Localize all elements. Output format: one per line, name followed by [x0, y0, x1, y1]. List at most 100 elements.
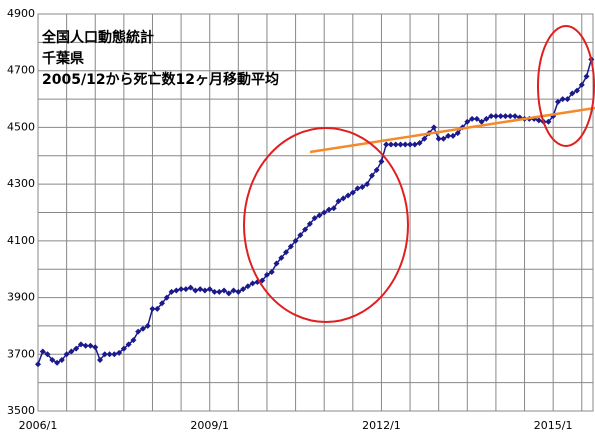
point-marker — [73, 345, 80, 352]
x-tick-label: 2009/1 — [190, 419, 229, 432]
point-marker — [225, 290, 232, 297]
point-marker — [535, 117, 542, 124]
point-marker — [330, 205, 337, 212]
point-marker — [464, 118, 471, 125]
point-marker — [221, 287, 228, 294]
point-marker — [306, 220, 313, 227]
chart-title: 2005/12から死亡数12ヶ月移動平均 — [42, 71, 279, 88]
y-tick-label: 4300 — [7, 177, 35, 190]
point-marker — [359, 183, 366, 190]
point-marker — [77, 341, 84, 348]
point-marker — [163, 294, 170, 301]
point-marker — [278, 254, 285, 261]
point-marker — [430, 124, 437, 131]
point-marker — [473, 115, 480, 122]
point-marker — [435, 135, 442, 142]
point-marker — [244, 283, 251, 290]
point-marker — [139, 325, 146, 332]
point-marker — [469, 115, 476, 122]
point-marker — [230, 287, 237, 294]
point-marker — [397, 141, 404, 148]
point-marker — [287, 243, 294, 250]
point-marker — [292, 237, 299, 244]
point-marker — [263, 271, 270, 278]
point-marker — [440, 135, 447, 142]
point-marker — [564, 96, 571, 103]
point-marker — [492, 113, 499, 120]
point-marker — [120, 345, 127, 352]
point-marker — [187, 284, 194, 291]
point-marker — [373, 166, 380, 173]
point-marker — [82, 342, 89, 349]
point-marker — [173, 287, 180, 294]
point-marker — [574, 87, 581, 94]
point-marker — [335, 198, 342, 205]
point-marker — [63, 351, 70, 358]
point-marker — [97, 356, 104, 363]
highlight-ellipse — [243, 127, 409, 323]
point-marker — [39, 348, 46, 355]
point-marker — [106, 351, 113, 358]
point-marker — [316, 212, 323, 219]
point-marker — [58, 356, 65, 363]
point-marker — [149, 305, 156, 312]
chart-title: 全国人口動態統計 — [41, 29, 154, 46]
point-marker — [392, 141, 399, 148]
point-marker — [421, 135, 428, 142]
point-marker — [454, 130, 461, 137]
point-marker — [311, 215, 318, 222]
point-marker — [68, 348, 75, 355]
point-marker — [497, 113, 504, 120]
point-marker — [512, 113, 518, 120]
point-marker — [578, 81, 585, 88]
point-marker — [445, 132, 452, 139]
point-marker — [354, 185, 361, 192]
point-marker — [283, 249, 290, 256]
point-marker — [178, 286, 185, 293]
point-marker — [407, 141, 414, 148]
point-marker — [206, 286, 213, 293]
point-marker — [345, 192, 352, 199]
point-marker — [507, 113, 514, 120]
point-marker — [349, 189, 356, 196]
point-marker — [154, 305, 161, 312]
point-marker — [449, 132, 456, 139]
point-marker — [44, 351, 51, 358]
point-marker — [273, 260, 280, 267]
point-marker — [130, 337, 137, 344]
point-marker — [240, 286, 247, 293]
chart-title: 千葉県 — [42, 50, 84, 67]
point-marker — [368, 172, 375, 179]
point-marker — [211, 288, 218, 295]
point-marker — [411, 141, 418, 148]
point-marker — [116, 349, 123, 356]
marks — [35, 56, 595, 368]
trend-line — [309, 106, 595, 154]
point-marker — [144, 322, 151, 329]
highlight-ellipse — [537, 25, 595, 147]
point-marker — [35, 361, 41, 368]
point-marker — [302, 226, 309, 233]
point-marker — [87, 342, 94, 349]
grid — [38, 13, 593, 412]
y-tick-label: 4500 — [7, 120, 35, 133]
point-marker — [111, 351, 118, 358]
point-marker — [249, 280, 256, 287]
x-tick-label: 2015/1 — [534, 419, 573, 432]
point-marker — [135, 328, 142, 335]
point-marker — [416, 140, 423, 147]
point-marker — [297, 232, 304, 239]
point-marker — [559, 96, 566, 103]
point-marker — [483, 115, 490, 122]
y-tick-label: 3500 — [7, 404, 35, 417]
point-marker — [378, 158, 385, 165]
point-marker — [216, 288, 223, 295]
point-marker — [321, 209, 328, 216]
point-marker — [488, 113, 495, 120]
y-tick-label: 4100 — [7, 234, 35, 247]
point-marker — [383, 141, 390, 148]
point-marker — [49, 356, 56, 363]
point-marker — [92, 344, 99, 351]
x-tick-label: 2012/1 — [362, 419, 401, 432]
